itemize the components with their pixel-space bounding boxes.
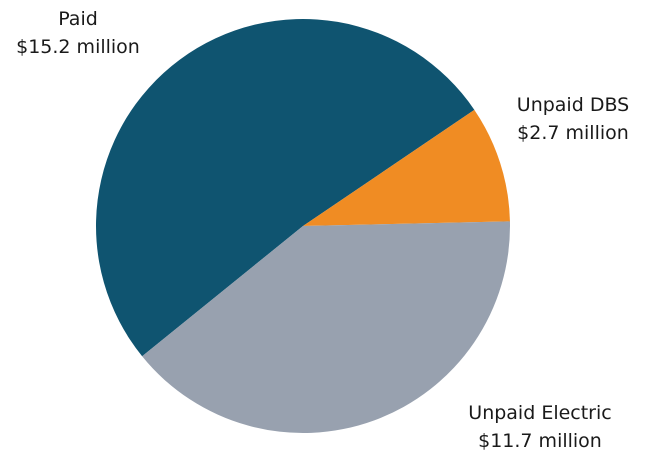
pie-slice [95, 18, 475, 357]
slice-value: $15.2 million [16, 36, 140, 58]
slice-name: Paid [58, 8, 98, 30]
slice-label: Unpaid Electric $11.7 million [468, 402, 611, 451]
slice-value: $11.7 million [478, 430, 602, 451]
pie-slice [303, 109, 510, 226]
pie-slice [142, 221, 510, 433]
slice-value: $2.7 million [517, 122, 629, 144]
slice-label: Unpaid DBS $2.7 million [517, 94, 629, 144]
slice-label: Paid $15.2 million [16, 8, 140, 58]
slice-name: Unpaid Electric [468, 402, 611, 424]
slice-name: Unpaid DBS [517, 94, 629, 116]
